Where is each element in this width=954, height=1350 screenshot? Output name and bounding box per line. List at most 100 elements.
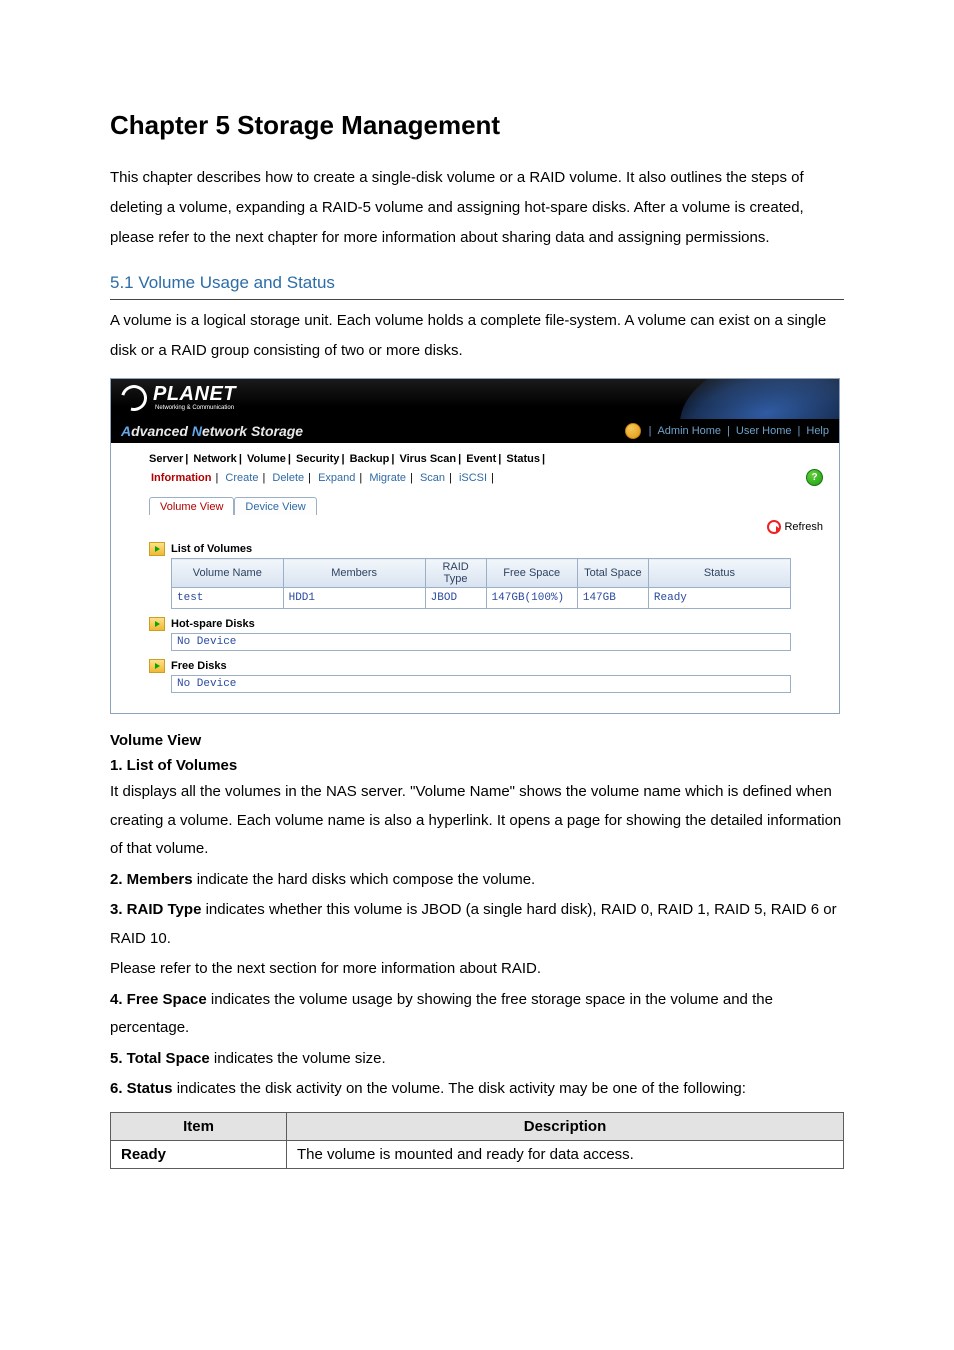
arrow-icon <box>149 617 165 631</box>
app-title: Advanced Network Storage <box>121 423 303 439</box>
item-6-text: indicates the disk activity on the volum… <box>173 1080 746 1097</box>
cell-desc: The volume is mounted and ready for data… <box>287 1140 844 1168</box>
section-lead: A volume is a logical storage unit. Each… <box>110 306 844 366</box>
item-6: 6. Status indicates the disk activity on… <box>110 1075 844 1104</box>
view-tabs: Volume View Device View <box>149 496 823 514</box>
item-3-lead: 3. RAID Type <box>110 901 201 918</box>
subtab-migrate[interactable]: Migrate <box>367 472 408 484</box>
subtab-expand[interactable]: Expand <box>316 472 357 484</box>
tab-status[interactable]: Status <box>506 453 540 465</box>
secondary-tabs-row: Information| Create| Delete| Expand| Mig… <box>149 469 823 486</box>
item-2-text: indicate the hard disks which compose th… <box>193 871 536 888</box>
hot-spare-header: Hot-spare Disks <box>149 617 823 631</box>
col-item: Item <box>111 1112 287 1140</box>
chapter-intro: This chapter describes how to create a s… <box>110 163 844 253</box>
cell-status: Ready <box>648 588 790 609</box>
app-title-rest1: dvanced <box>131 423 192 439</box>
cell-free: 147GB(100%) <box>486 588 577 609</box>
item-2: 2. Members indicate the hard disks which… <box>110 866 844 895</box>
app-title-n: N <box>192 423 202 439</box>
tab-volume-view[interactable]: Volume View <box>149 497 234 515</box>
table-header-row: Item Description <box>111 1112 844 1140</box>
cell-item: Ready <box>111 1140 287 1168</box>
volumes-table: Volume Name Members RAID Type Free Space… <box>171 558 791 609</box>
screenshot-body: Server| Network| Volume| Security| Backu… <box>111 443 839 713</box>
free-disks-header: Free Disks <box>149 659 823 673</box>
screenshot-banner: PLANET Networking & Communication <box>111 379 839 419</box>
table-header-row: Volume Name Members RAID Type Free Space… <box>172 559 791 588</box>
list-of-volumes-header: List of Volumes <box>149 542 823 556</box>
hot-spare-label: Hot-spare Disks <box>171 618 255 630</box>
tab-virus-scan[interactable]: Virus Scan <box>399 453 456 465</box>
free-disks-empty: No Device <box>171 675 791 693</box>
col-raid-type: RAID Type <box>425 559 486 588</box>
subtab-create[interactable]: Create <box>223 472 260 484</box>
user-home-link[interactable]: User Home <box>736 425 792 437</box>
screenshot-panel: PLANET Networking & Communication Advanc… <box>110 378 840 714</box>
tab-device-view[interactable]: Device View <box>234 497 316 515</box>
item-5: 5. Total Space indicates the volume size… <box>110 1045 844 1074</box>
subtab-scan[interactable]: Scan <box>418 472 447 484</box>
link-sep-3: | <box>798 425 801 437</box>
screenshot-title-bar: Advanced Network Storage | Admin Home | … <box>111 419 839 443</box>
planet-logo-icon <box>116 380 152 416</box>
subtab-iscsi[interactable]: iSCSI <box>457 472 489 484</box>
cell-raid: JBOD <box>425 588 486 609</box>
tab-volume[interactable]: Volume <box>247 453 286 465</box>
tab-security[interactable]: Security <box>296 453 339 465</box>
item-4-text: indicates the volume usage by showing th… <box>110 991 773 1037</box>
help-link[interactable]: Help <box>806 425 829 437</box>
item-1-text: It displays all the volumes in the NAS s… <box>110 778 844 864</box>
tab-network[interactable]: Network <box>193 453 236 465</box>
col-status: Status <box>648 559 790 588</box>
tab-server[interactable]: Server <box>149 453 183 465</box>
link-sep-1: | <box>649 425 652 437</box>
item-2-lead: 2. Members <box>110 871 193 888</box>
item-3: 3. RAID Type indicates whether this volu… <box>110 896 844 953</box>
table-row: test HDD1 JBOD 147GB(100%) 147GB Ready <box>172 588 791 609</box>
col-free-space: Free Space <box>486 559 577 588</box>
link-sep-2: | <box>727 425 730 437</box>
status-table: Item Description Ready The volume is mou… <box>110 1112 844 1169</box>
col-total-space: Total Space <box>577 559 648 588</box>
item-1-heading: 1. List of Volumes <box>110 757 844 774</box>
item-3-text: indicates whether this volume is JBOD (a… <box>110 901 837 947</box>
arrow-icon <box>149 542 165 556</box>
primary-tabs: Server| Network| Volume| Security| Backu… <box>149 453 823 465</box>
volume-view-subhead: Volume View <box>110 732 844 749</box>
item-6-lead: 6. Status <box>110 1080 173 1097</box>
item-5-text: indicates the volume size. <box>210 1050 386 1067</box>
arrow-icon <box>149 659 165 673</box>
header-links: | Admin Home | User Home | Help <box>625 423 829 439</box>
globe-icon <box>625 423 641 439</box>
chapter-title: Chapter 5 Storage Management <box>110 110 844 141</box>
admin-home-link[interactable]: Admin Home <box>657 425 721 437</box>
section-heading: 5.1 Volume Usage and Status <box>110 273 844 300</box>
refresh-link[interactable]: Refresh <box>784 521 823 533</box>
planet-logo-sub: Networking & Communication <box>155 405 234 411</box>
banner-swoosh-icon <box>670 379 839 419</box>
table-row: Ready The volume is mounted and ready fo… <box>111 1140 844 1168</box>
free-disks-label: Free Disks <box>171 660 227 672</box>
item-4-lead: 4. Free Space <box>110 991 207 1008</box>
tab-event[interactable]: Event <box>466 453 496 465</box>
hot-spare-empty: No Device <box>171 633 791 651</box>
item-5-lead: 5. Total Space <box>110 1050 210 1067</box>
col-volume-name: Volume Name <box>172 559 284 588</box>
item-3-note: Please refer to the next section for mor… <box>110 955 844 984</box>
secondary-tabs: Information| Create| Delete| Expand| Mig… <box>149 472 496 484</box>
list-of-volumes-label: List of Volumes <box>171 543 252 555</box>
col-description: Description <box>287 1112 844 1140</box>
cell-total: 147GB <box>577 588 648 609</box>
subtab-delete[interactable]: Delete <box>270 472 306 484</box>
planet-logo-text: PLANET <box>153 383 236 406</box>
tab-backup[interactable]: Backup <box>350 453 390 465</box>
refresh-icon[interactable] <box>767 520 781 534</box>
subtab-information[interactable]: Information <box>149 472 214 484</box>
context-help-icon[interactable]: ? <box>806 469 823 486</box>
cell-volume-name[interactable]: test <box>172 588 284 609</box>
col-members: Members <box>283 559 425 588</box>
app-title-rest2: etwork Storage <box>202 423 303 439</box>
app-title-a: A <box>121 423 131 439</box>
cell-members: HDD1 <box>283 588 425 609</box>
